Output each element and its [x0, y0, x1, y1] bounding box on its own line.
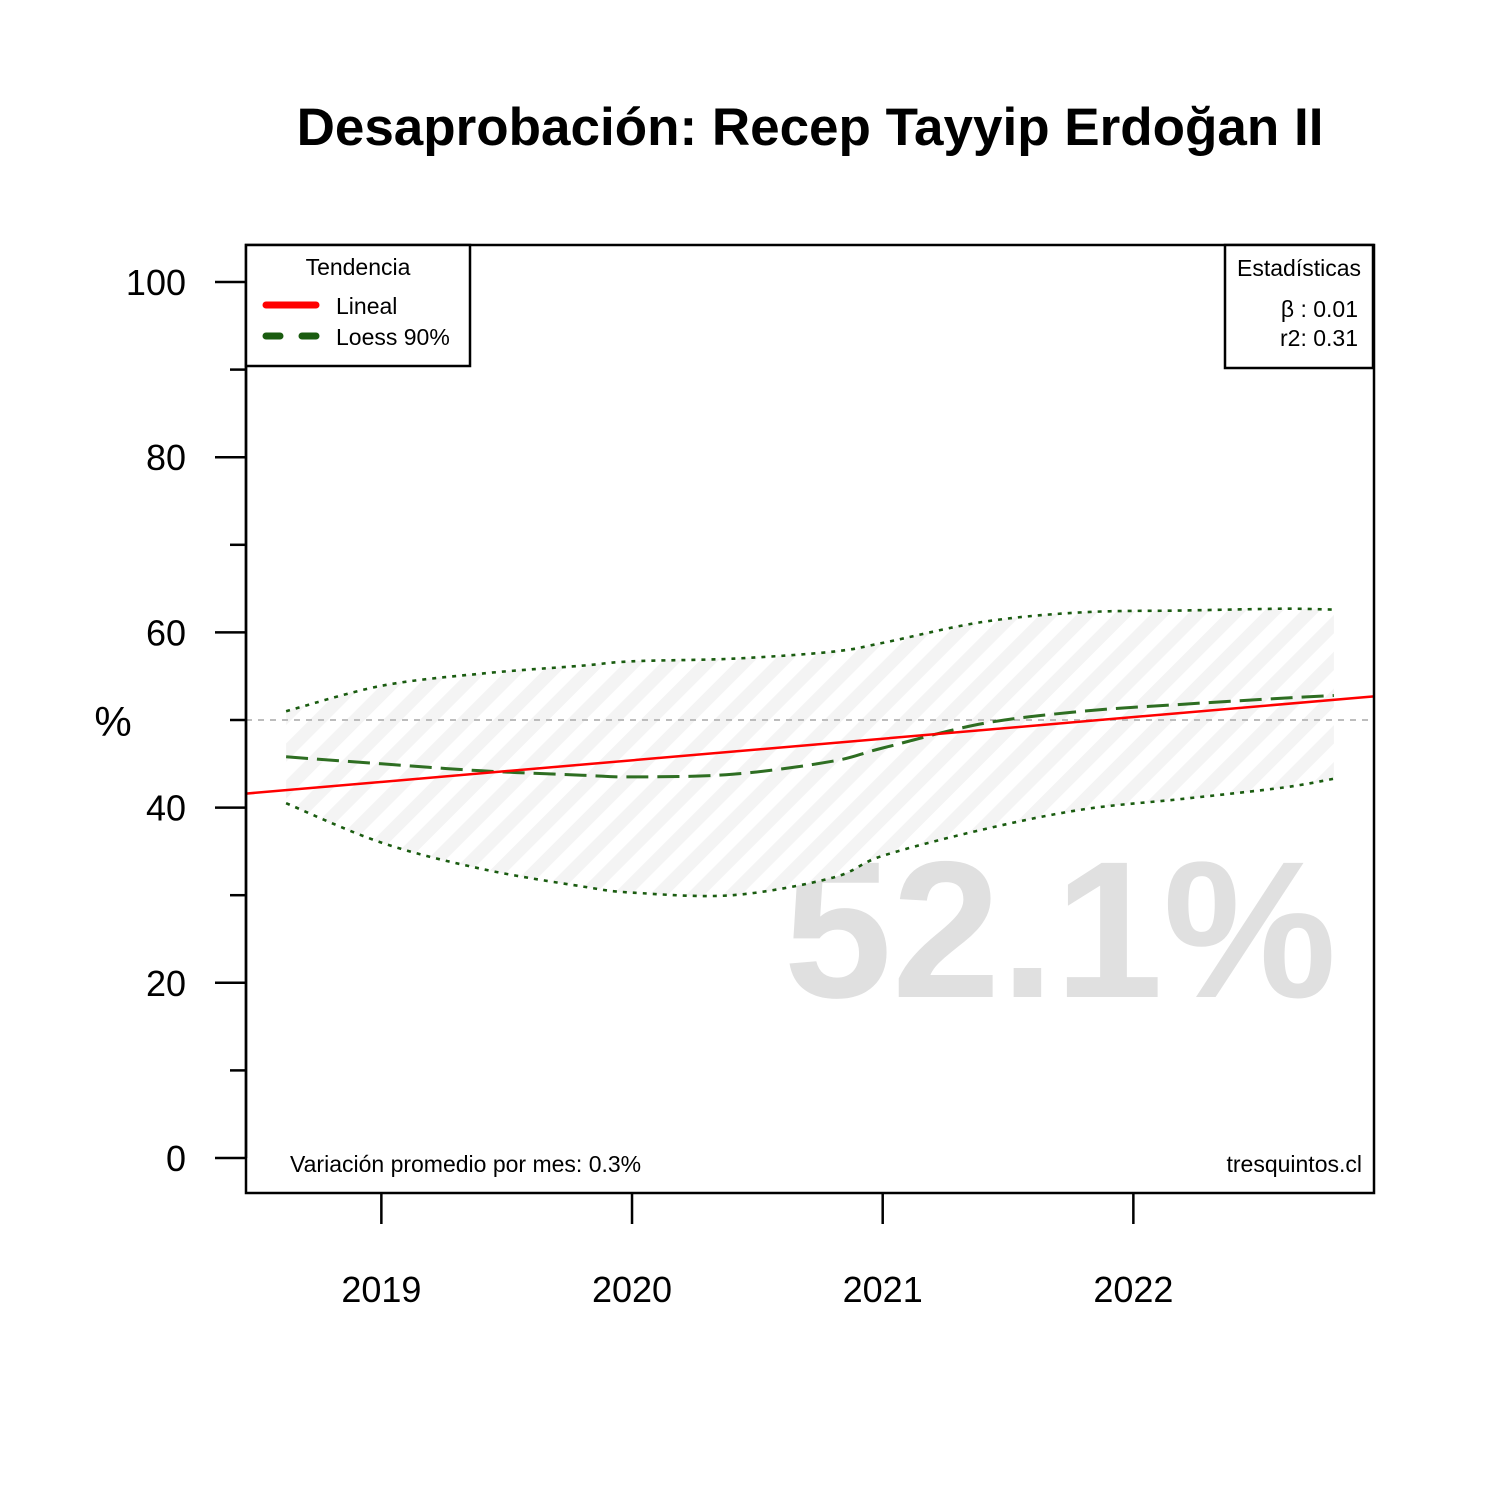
stats-box: Estadísticas β : 0.01 r2: 0.31 — [1223, 243, 1375, 370]
y-tick-label-60: 60 — [146, 612, 186, 653]
confidence-band — [286, 608, 1334, 897]
legend-box: Tendencia Lineal Loess 90% — [244, 243, 472, 368]
x-tick-label-2022: 2022 — [1093, 1269, 1173, 1310]
note-source: tresquintos.cl — [1226, 1151, 1362, 1177]
y-axis-label: % — [94, 698, 131, 745]
y-tick-label-20: 20 — [146, 963, 186, 1004]
legend-label-loess: Loess 90% — [336, 324, 450, 350]
y-tick-label-0: 0 — [166, 1138, 186, 1179]
series-linear-line — [245, 695, 1375, 795]
x-axis: 2019 2020 2021 2022 — [341, 1193, 1173, 1310]
chart-title: Desaprobación: Recep Tayyip Erdoğan II — [297, 98, 1324, 157]
legend-label-lineal: Lineal — [336, 293, 397, 319]
x-tick-label-2019: 2019 — [341, 1269, 421, 1310]
y-tick-label-40: 40 — [146, 788, 186, 829]
legend-title: Tendencia — [306, 254, 411, 280]
y-tick-label-80: 80 — [146, 437, 186, 478]
y-axis: 0 20 40 60 80 100 — [126, 262, 248, 1179]
y-tick-label-100: 100 — [126, 262, 186, 303]
band-upper-line — [285, 607, 1334, 713]
x-tick-label-2021: 2021 — [843, 1269, 923, 1310]
note-variation: Variación promedio por mes: 0.3% — [290, 1151, 641, 1177]
stats-r2: r2: 0.31 — [1280, 325, 1358, 351]
stats-title: Estadísticas — [1237, 255, 1361, 281]
x-tick-label-2020: 2020 — [592, 1269, 672, 1310]
series-loess-line — [285, 694, 1334, 779]
stats-beta: β : 0.01 — [1281, 296, 1358, 322]
band-lower-line — [285, 777, 1335, 898]
